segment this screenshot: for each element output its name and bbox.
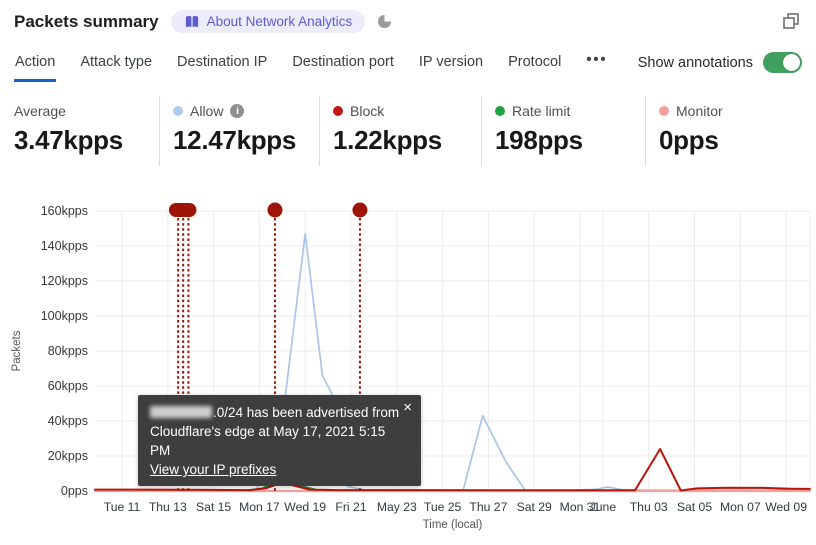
tab-protocol[interactable]: Protocol <box>508 54 562 70</box>
stat-rate-limit-label: Rate limit <box>512 103 571 119</box>
stat-block-label: Block <box>350 103 385 119</box>
stat-block: Block 1.22kpps <box>319 96 481 166</box>
tab-destination-port[interactable]: Destination port <box>292 54 394 70</box>
x-tick-label: Thu 27 <box>469 500 507 514</box>
x-tick-label: Tue 25 <box>424 500 462 514</box>
about-network-analytics-badge[interactable]: About Network Analytics <box>170 10 366 33</box>
y-tick-label: 80kpps <box>48 344 88 358</box>
page-title: Packets summary <box>14 11 159 31</box>
toggle-knob <box>783 54 800 71</box>
annotation-dot-marker[interactable] <box>352 202 368 218</box>
tabs: Action Attack type Destination IP Destin… <box>14 50 609 82</box>
view-ip-prefixes-link[interactable]: View your IP prefixes <box>150 462 277 477</box>
pie-progress-icon <box>378 14 392 29</box>
x-tick-label: Wed 09 <box>765 500 807 514</box>
allow-dot-icon <box>173 106 183 116</box>
header: Packets summary About Network Analytics <box>14 10 802 33</box>
tabs-more-button[interactable]: ••• <box>586 52 608 68</box>
stat-monitor: Monitor 0pps <box>645 96 809 166</box>
x-tick-label: Sat 29 <box>517 500 552 514</box>
stat-average-label: Average <box>14 103 66 119</box>
y-tick-label: 40kpps <box>48 414 88 428</box>
tooltip-line1: .0/24 has been advertised from <box>150 403 409 422</box>
x-tick-label: June <box>590 500 617 514</box>
x-tick-label: Tue 11 <box>104 500 141 514</box>
stat-allow: Allow i 12.47kpps <box>159 96 319 166</box>
y-tick-label: 160kpps <box>41 204 88 218</box>
x-tick-label: Sat 05 <box>677 500 712 514</box>
redacted-ip-prefix <box>150 406 212 418</box>
block-dot-icon <box>333 106 343 116</box>
x-tick-label: Mon 17 <box>239 500 280 514</box>
badge-label: About Network Analytics <box>206 14 353 29</box>
y-tick-label: 20kpps <box>48 449 88 463</box>
x-tick-label: Thu 03 <box>630 500 668 514</box>
x-axis-title: Time (local) <box>423 519 483 531</box>
stat-rate-limit: Rate limit 198pps <box>481 96 645 166</box>
x-tick-label: Wed 19 <box>284 500 326 514</box>
x-tick-label: Sat 15 <box>196 500 231 514</box>
y-axis-title: Packets <box>11 330 23 371</box>
tab-action[interactable]: Action <box>14 50 57 82</box>
show-annotations-label: Show annotations <box>637 54 753 71</box>
x-tick-label: Mon 07 <box>720 500 761 514</box>
y-tick-label: 120kpps <box>41 274 88 288</box>
rate-limit-dot-icon <box>495 106 505 116</box>
show-annotations: Show annotations <box>638 52 802 73</box>
stats-row: Average 3.47kpps Allow i 12.47kpps Block… <box>14 96 816 166</box>
annotation-dot-marker[interactable] <box>267 202 283 218</box>
x-tick-label: Thu 13 <box>149 500 187 514</box>
stat-allow-label: Allow <box>190 103 224 119</box>
x-tick-label: Fri 21 <box>335 500 366 514</box>
y-tick-label: 100kpps <box>41 309 88 323</box>
tab-ip-version[interactable]: IP version <box>418 54 484 70</box>
close-icon[interactable]: × <box>403 399 412 416</box>
stat-average-value: 3.47kpps <box>14 125 123 155</box>
tabs-row: Action Attack type Destination IP Destin… <box>14 50 802 82</box>
monitor-dot-icon <box>659 106 669 116</box>
tab-attack-type[interactable]: Attack type <box>80 54 153 70</box>
x-tick-label: May 23 <box>377 500 417 514</box>
x-tick-label: Mon 31 <box>560 500 601 514</box>
annotation-tooltip: × .0/24 has been advertised from Cloudfl… <box>138 395 421 486</box>
stat-block-value: 1.22kpps <box>333 125 442 155</box>
y-tick-label: 0pps <box>61 484 88 498</box>
y-tick-label: 60kpps <box>48 379 88 393</box>
stat-monitor-value: 0pps <box>659 125 719 155</box>
stat-monitor-label: Monitor <box>676 103 723 119</box>
tooltip-arrow <box>265 455 289 469</box>
annotation-pill-marker[interactable] <box>168 203 197 217</box>
y-tick-label: 140kpps <box>41 239 88 253</box>
info-icon[interactable]: i <box>230 104 245 118</box>
tab-destination-ip[interactable]: Destination IP <box>177 54 268 70</box>
popout-icon[interactable] <box>782 12 800 30</box>
stat-average: Average 3.47kpps <box>14 96 159 166</box>
stat-allow-value: 12.47kpps <box>173 125 297 155</box>
stat-rate-limit-value: 198pps <box>495 125 583 155</box>
show-annotations-toggle[interactable] <box>763 52 802 73</box>
book-icon <box>185 15 198 28</box>
